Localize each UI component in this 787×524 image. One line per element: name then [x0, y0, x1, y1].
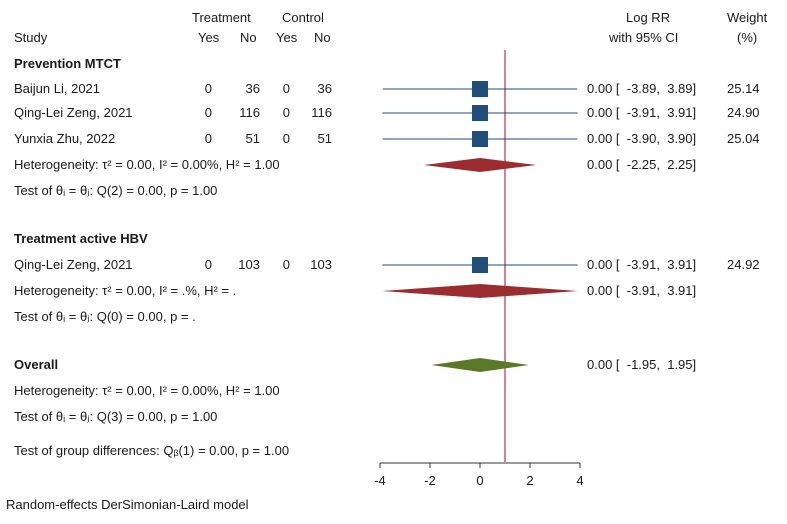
control-yes: 0	[282, 81, 290, 96]
subgroup-diamond	[423, 158, 537, 172]
header-yes-treatment: Yes	[198, 30, 220, 45]
header-weight: Weight	[727, 10, 768, 25]
study-name: Qing-Lei Zeng, 2021	[14, 105, 133, 120]
group-differences-test: Test of group differences: Qᵦ(1) = 0.00,…	[14, 443, 290, 458]
x-tick-label: 2	[526, 473, 533, 488]
overall-heterogeneity: Heterogeneity: τ² = 0.00, I² = 0.00%, H²…	[14, 383, 280, 398]
pooled-estimate: 0.00 [ -3.91, 3.91]	[587, 283, 697, 298]
header-logrr: Log RR	[626, 10, 671, 25]
control-no: 36	[317, 81, 332, 96]
header-study: Study	[14, 30, 48, 45]
overall-estimate: 0.00 [ -1.95, 1.95]	[587, 357, 697, 372]
study-weight: 25.04	[727, 131, 760, 146]
x-tick-label: 0	[476, 473, 483, 488]
x-tick-label: -2	[424, 473, 436, 488]
header-control: Control	[282, 10, 324, 25]
treatment-no: 51	[245, 131, 260, 146]
overall-diamond	[431, 358, 529, 372]
treatment-no: 116	[239, 105, 260, 120]
effect-estimate: 0.00 [ -3.91, 3.91]	[587, 105, 697, 120]
study-weight: 24.92	[727, 257, 760, 272]
subgroup-diamond	[382, 284, 578, 298]
study-name: Qing-Lei Zeng, 2021	[14, 257, 133, 272]
treatment-yes: 0	[204, 257, 212, 272]
control-yes: 0	[282, 105, 290, 120]
study-name: Yunxia Zhu, 2022	[14, 131, 116, 146]
pooled-estimate: 0.00 [ -2.25, 2.25]	[587, 157, 697, 172]
homogeneity-test: Test of θᵢ = θⱼ: Q(0) = 0.00, p = .	[14, 309, 196, 324]
treatment-no: 36	[245, 81, 260, 96]
control-yes: 0	[282, 257, 290, 272]
study-weight: 25.14	[727, 81, 760, 96]
study-weight: 24.90	[727, 105, 760, 120]
effect-estimate: 0.00 [ -3.89, 3.89]	[587, 81, 697, 96]
group-title: Treatment active HBV	[14, 231, 148, 246]
heterogeneity-text: Heterogeneity: τ² = 0.00, I² = .%, H² = …	[14, 283, 237, 298]
overall-homogeneity-test: Test of θᵢ = θⱼ: Q(3) = 0.00, p = 1.00	[14, 409, 218, 424]
treatment-yes: 0	[204, 105, 212, 120]
study-name: Baijun Li, 2021	[14, 81, 101, 96]
control-no: 103	[310, 257, 332, 272]
study-marker	[472, 105, 488, 121]
treatment-yes: 0	[204, 131, 212, 146]
effect-estimate: 0.00 [ -3.91, 3.91]	[587, 257, 697, 272]
heterogeneity-text: Heterogeneity: τ² = 0.00, I² = 0.00%, H²…	[14, 157, 280, 172]
treatment-no: 103	[238, 257, 260, 272]
header-ci: with 95% CI	[609, 30, 679, 45]
header-yes-control: Yes	[276, 30, 298, 45]
group-title: Prevention MTCT	[14, 56, 121, 71]
study-marker	[472, 257, 488, 273]
effect-estimate: 0.00 [ -3.90, 3.90]	[587, 131, 697, 146]
header-treatment: Treatment	[192, 10, 251, 25]
control-no: 51	[317, 131, 332, 146]
header-no-control: No	[314, 30, 331, 45]
model-footnote: Random-effects DerSimonian-Laird model	[6, 497, 249, 512]
treatment-yes: 0	[204, 81, 212, 96]
overall-title: Overall	[14, 357, 59, 372]
study-marker	[472, 131, 488, 147]
control-yes: 0	[282, 131, 290, 146]
study-marker	[472, 81, 488, 97]
x-tick-label: 4	[576, 473, 583, 488]
control-no: 116	[311, 105, 332, 120]
header-pct: (%)	[737, 30, 758, 45]
header-no-treatment: No	[240, 30, 257, 45]
x-tick-label: -4	[374, 473, 386, 488]
homogeneity-test: Test of θᵢ = θⱼ: Q(2) = 0.00, p = 1.00	[14, 183, 218, 198]
